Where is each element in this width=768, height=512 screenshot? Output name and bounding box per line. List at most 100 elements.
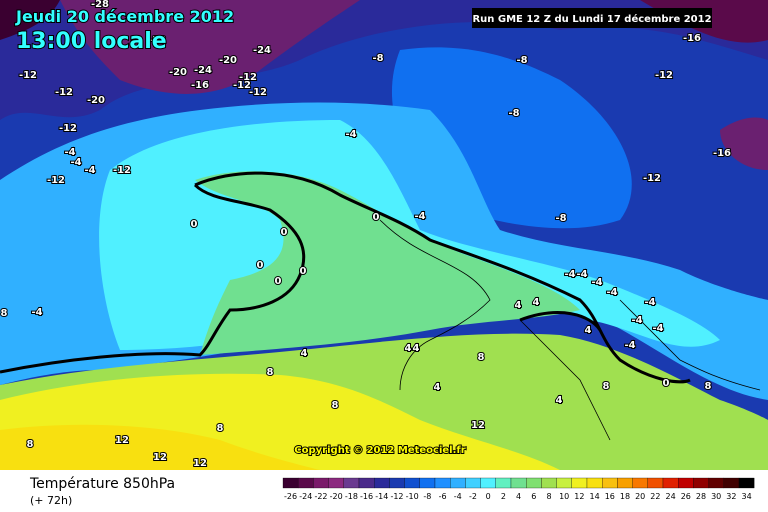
- scale-label: 20: [635, 492, 645, 501]
- isotherm-label: 12: [153, 452, 167, 463]
- isotherm-label: -4: [31, 307, 42, 318]
- isotherm-label: -8: [555, 213, 566, 224]
- isotherm-label: -12: [19, 70, 37, 81]
- scale-swatch: [662, 477, 679, 489]
- scale-swatch: [389, 477, 405, 489]
- scale-swatch: [434, 477, 451, 489]
- scale-swatch: [510, 477, 527, 489]
- isotherm-label: -4: [591, 277, 602, 288]
- isotherm-label: 8: [1, 308, 8, 319]
- scale-label: -16: [360, 492, 373, 501]
- isotherm-label: 8: [217, 423, 224, 434]
- isotherm-label: 12: [471, 420, 485, 431]
- isotherm-label: -4: [345, 129, 356, 140]
- isotherm-label: -20: [169, 67, 187, 78]
- scale-label: -10: [406, 492, 419, 501]
- isotherm-label: 0: [373, 212, 380, 223]
- isotherm-label: -24: [194, 65, 212, 76]
- isotherm-label: -28: [148, 35, 166, 46]
- isotherm-label: -24: [253, 45, 271, 56]
- isotherm-label: 8: [478, 352, 485, 363]
- scale-label: -2: [469, 492, 477, 501]
- scale-label: 34: [742, 492, 752, 501]
- scale-swatch: [328, 477, 344, 489]
- scale-label: -8: [423, 492, 431, 501]
- isotherm-label: -8: [372, 53, 383, 64]
- scale-label: 30: [711, 492, 721, 501]
- isotherm-label: -20: [219, 55, 237, 66]
- scale-swatch: [723, 477, 740, 489]
- run-info: Run GME 12 Z du Lundi 17 décembre 2012: [472, 13, 711, 25]
- isotherm-label: -4: [652, 323, 663, 334]
- isotherm-label: -4: [624, 340, 635, 351]
- isotherm-label: -4: [631, 315, 642, 326]
- scale-label: 2: [501, 492, 506, 501]
- legend-lead: (+ 72h): [30, 494, 72, 507]
- isotherm-label: 0: [281, 227, 288, 238]
- copyright: Copyright © 2012 Meteociel.fr: [294, 445, 465, 456]
- scale-swatch: [708, 477, 724, 489]
- scale-label: -26: [284, 492, 297, 501]
- scale-label: 0: [486, 492, 491, 501]
- scale-swatch: [404, 477, 420, 489]
- scale-label: -22: [314, 492, 327, 501]
- forecast-time: 13:00 locale: [16, 29, 167, 54]
- scale-swatch: [541, 477, 557, 489]
- scale-swatch: [617, 477, 633, 489]
- isotherm-label: -12: [233, 80, 251, 91]
- isotherm-label: 0: [300, 266, 307, 277]
- scale-label: -14: [375, 492, 388, 501]
- isotherm-label: 4: [515, 300, 522, 311]
- scale-swatch: [556, 477, 572, 489]
- isotherm-label: -28: [91, 0, 109, 10]
- scale-swatch: [343, 477, 360, 489]
- isotherm-label: 4: [413, 343, 420, 354]
- isotherm-label: 4: [556, 395, 563, 406]
- scale-label: -24: [299, 492, 312, 501]
- isotherm-label: -4: [564, 269, 575, 280]
- scale-swatch: [450, 477, 466, 489]
- scale-swatch: [586, 477, 603, 489]
- isotherm-label: 8: [267, 367, 274, 378]
- scale-label: 12: [574, 492, 584, 501]
- isotherm-label: 8: [705, 381, 712, 392]
- isotherm-label: 8: [603, 381, 610, 392]
- isotherm-label: -12: [55, 87, 73, 98]
- isotherm-label: 0: [191, 219, 198, 230]
- scale-label: 10: [559, 492, 569, 501]
- isotherm-label: -8: [516, 55, 527, 66]
- isotherm-label: 4: [585, 325, 592, 336]
- isotherm-label: 0: [257, 260, 264, 271]
- scale-label: -20: [330, 492, 343, 501]
- scale-swatch: [374, 477, 390, 489]
- legend-panel: [0, 470, 768, 512]
- scale-label: -12: [390, 492, 403, 501]
- coastlines: [379, 219, 761, 441]
- scale-swatch: [678, 477, 694, 489]
- isotherm-label: 4: [301, 348, 308, 359]
- isotherm-labels: -28-28-24-20-20 -24-12-16 -12-12-12-12-20-…: [0, 0, 732, 470]
- scale-swatch: [632, 477, 648, 489]
- scale-swatch: [282, 477, 299, 489]
- scale-swatch: [693, 477, 709, 489]
- scale-swatch: [480, 477, 496, 489]
- scale-label: -4: [454, 492, 462, 501]
- scale-label: 26: [681, 492, 691, 501]
- isotherm-label: 0: [663, 378, 670, 389]
- scale-label: 6: [531, 492, 536, 501]
- scale-swatch: [571, 477, 588, 489]
- scale-label: 24: [666, 492, 676, 501]
- isotherm-label: -16: [713, 148, 731, 159]
- isotherm-label: -12: [249, 87, 267, 98]
- forecast-date: Jeudi 20 décembre 2012: [15, 7, 234, 26]
- zero-isotherm: [0, 171, 691, 384]
- legend-title: Température 850hPa: [29, 476, 175, 492]
- isotherm-label: -16: [683, 33, 701, 44]
- isotherm-label: -20: [87, 95, 105, 106]
- isotherm-label: -12: [59, 123, 77, 134]
- scale-swatch: [313, 477, 329, 489]
- scale-label: 22: [650, 492, 660, 501]
- isotherm-label: 0: [275, 276, 282, 287]
- scale-label: -18: [345, 492, 358, 501]
- scale-swatch: [419, 477, 436, 489]
